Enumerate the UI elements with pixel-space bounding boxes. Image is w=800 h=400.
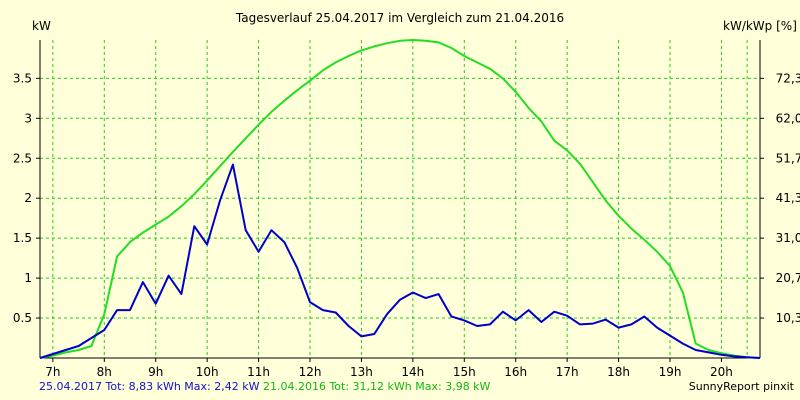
x-axis-ticks: 7h 8h 9h 10h 11h 12h 13h 14h 15h 16h 17h 18h 19h 20h [45,358,733,379]
footer-summary: 25.04.2017 Tot: 8,83 kWh Max: 2,42 kW 21… [39,380,490,393]
y-right-tick-label: 72,3 [776,71,800,85]
x-tick-label: 14h [401,365,424,379]
footer-credit: SunnyReport pinxit [688,380,794,393]
x-tick-label: 10h [196,365,219,379]
axes [39,40,761,359]
y-axis-ticks: 0.5 1 1.5 2 2.5 3 3.5 [13,71,40,325]
x-tick-label: 19h [659,365,682,379]
series-lines [39,39,761,359]
series-line-25-04-2017 [39,163,761,359]
y-right-tick-label: 10,3 [776,311,800,325]
y-tick-label: 2.5 [13,151,32,165]
x-tick-label: 18h [607,365,630,379]
y-right-tick-label: 62,0 [776,111,800,125]
x-tick-label: 15h [453,365,476,379]
series1-date: 25.04.2017 [39,380,102,393]
y-right-tick-label: 31,0 [776,231,800,245]
series-line-21-04-2016 [39,39,761,359]
y-tick-label: 3.5 [13,71,32,85]
x-tick-label: 7h [45,365,60,379]
y-tick-label: 1 [24,271,32,285]
x-tick-label: 8h [97,365,112,379]
y-tick-label: 1.5 [13,231,32,245]
chart-title: Tagesverlauf 25.04.2017 im Vergleich zum… [235,11,564,25]
grid-lines [40,40,760,358]
y-right-tick-label: 41,3 [776,191,800,205]
x-tick-label: 13h [350,365,373,379]
x-tick-label: 20h [710,365,733,379]
y-axis-label: kW [32,19,51,33]
x-tick-label: 12h [299,365,322,379]
x-tick-label: 16h [504,365,527,379]
y-right-tick-label: 51,7 [776,151,800,165]
y-right-tick-label: 20,7 [776,271,800,285]
y-right-axis-ticks: 10,3 20,7 31,0 41,3 51,7 62,0 72,3 [760,71,800,325]
y-tick-label: 3 [24,111,32,125]
y-tick-label: 0.5 [13,311,32,325]
series2-stats: Tot: 31,12 kWh Max: 3,98 kW [329,380,491,393]
y-right-axis-label: kW/kWp [%] [723,19,797,33]
x-tick-label: 11h [247,365,270,379]
y-tick-label: 2 [24,191,32,205]
x-tick-label: 9h [148,365,163,379]
series1-stats: Tot: 8,83 kWh Max: 2,42 kW [105,380,260,393]
x-tick-label: 17h [556,365,579,379]
series2-date: 21.04.2016 [262,380,326,393]
